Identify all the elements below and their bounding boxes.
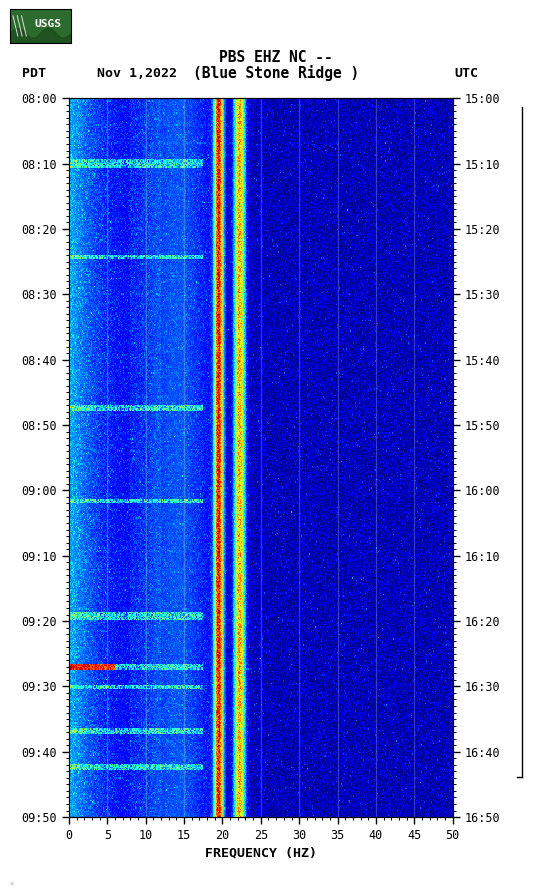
Text: Nov 1,2022: Nov 1,2022: [97, 67, 177, 79]
Text: PDT: PDT: [22, 67, 46, 79]
Text: PBS EHZ NC --: PBS EHZ NC --: [219, 50, 333, 64]
Text: USGS: USGS: [34, 20, 61, 29]
Text: (Blue Stone Ridge ): (Blue Stone Ridge ): [193, 65, 359, 81]
Text: UTC: UTC: [454, 67, 479, 79]
Text: ★: ★: [8, 880, 14, 887]
X-axis label: FREQUENCY (HZ): FREQUENCY (HZ): [205, 846, 317, 859]
